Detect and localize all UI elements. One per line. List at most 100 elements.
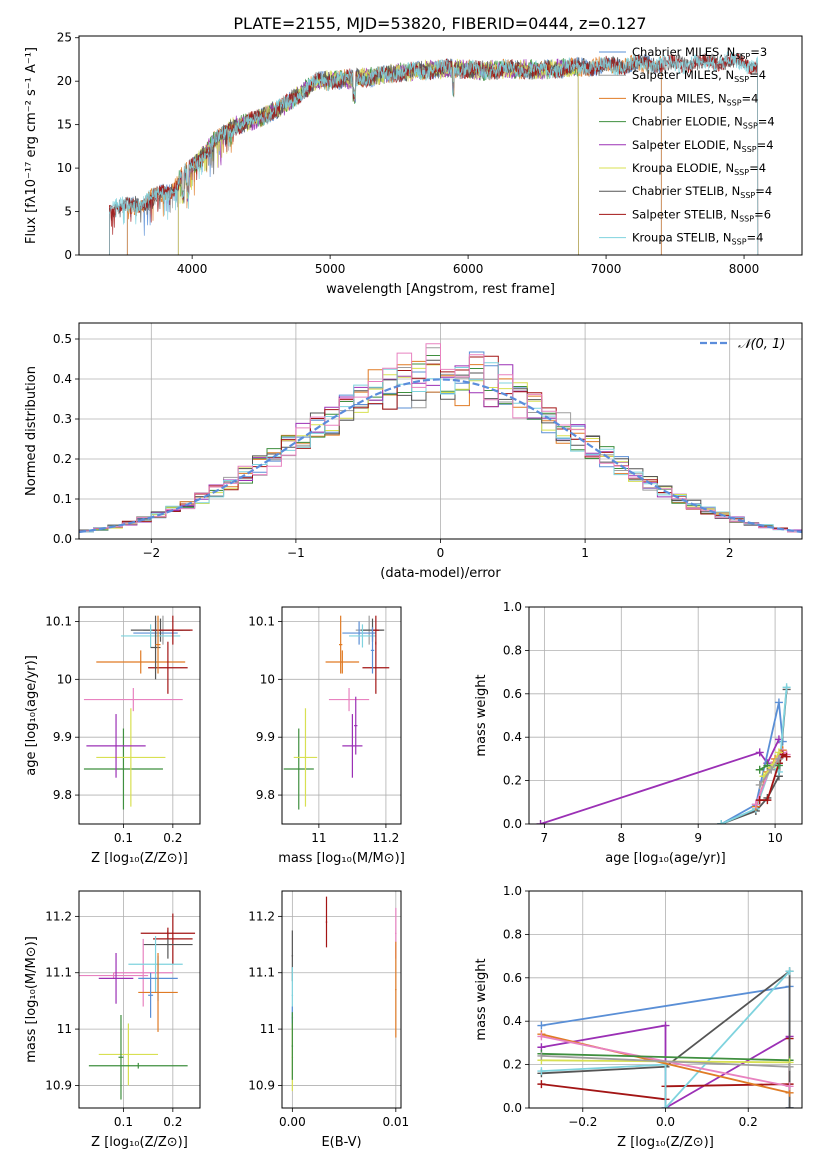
histogram-step: [79, 343, 802, 533]
data-point: [375, 666, 377, 669]
legend-entry: Kroupa STELIB, NSSP=4: [632, 231, 763, 247]
data-point-marker: [755, 780, 764, 789]
data-point: [304, 756, 307, 759]
x-tick-label: 0.2: [739, 1115, 758, 1129]
data-point-marker: [785, 1082, 794, 1091]
data-point: [358, 632, 360, 634]
x-axis-label: E(B-V): [321, 1135, 361, 1150]
y-tick-label: 10.1: [45, 614, 72, 628]
data-point: [291, 994, 294, 997]
axes-frame: [78, 890, 201, 1109]
data-point: [112, 974, 115, 977]
data-point: [154, 646, 157, 649]
y-tick-label: 25: [57, 31, 72, 45]
data-point-marker: [782, 683, 791, 692]
data-point: [149, 635, 152, 637]
x-tick-label: 8000: [729, 262, 760, 276]
y-tick-label: 10.9: [45, 1078, 72, 1092]
chart-mass_vs_EBV: 0.00 0.01 10.9 11 11.1 11.2 E(B-V): [248, 890, 409, 1150]
y-tick-label: 5: [64, 205, 72, 219]
series-line: [541, 970, 791, 1108]
x-tick-label: 8: [617, 831, 625, 845]
x-tick-label: 11: [311, 831, 326, 845]
data-point-marker: [661, 1021, 670, 1030]
x-axis-label: Z [log₁₀(Z/Z⊙)]: [91, 1135, 188, 1150]
y-tick-label: 10: [57, 672, 72, 686]
chart-massweight_vs_Z: −0.2 0.0 0.2 0.0 0.2 0.4 0.6 0.8 1.0 Z [log₁₀(Z/Z…: [474, 884, 803, 1150]
y-tick-label: 11: [260, 1022, 275, 1036]
y-tick-label: 11.1: [45, 966, 72, 980]
y-tick-label: 0.6: [503, 687, 522, 701]
data-point: [339, 643, 342, 646]
data-point-marker: [785, 1062, 794, 1071]
data-point: [172, 629, 174, 631]
x-tick-label: 9: [694, 831, 702, 845]
x-tick-label: −0.2: [568, 1115, 597, 1129]
plot-area: [79, 913, 196, 1100]
data-point: [341, 661, 344, 663]
data-point: [157, 643, 159, 646]
data-point: [325, 921, 328, 923]
chart-age_vs_mass: 11 11.2 9.8 9.9 10 10.1 mass [log₁₀(M/M⊙)]: [248, 606, 405, 866]
data-point-marker: [755, 796, 764, 805]
spectrum-series-line: [177, 58, 579, 255]
legend-entry: Salpeter ELODIE, NSSP=4: [632, 138, 774, 154]
y-tick-label: 11: [57, 1022, 72, 1036]
data-point-marker: [763, 796, 772, 805]
y-tick-label: 0.5: [53, 332, 72, 346]
data-point: [120, 1056, 122, 1059]
y-tick-label: 0.2: [503, 1058, 522, 1072]
data-point: [351, 745, 354, 747]
x-tick-label: 0.0: [656, 1115, 675, 1129]
data-point: [172, 938, 174, 940]
axes-frame: [528, 606, 803, 825]
data-point: [122, 768, 125, 770]
legend-entry: Salpeter MILES, NSSP=4: [632, 68, 766, 84]
y-tick-label: 11.1: [248, 966, 275, 980]
data-point: [132, 698, 135, 701]
data-point-marker: [536, 820, 545, 824]
legend-entry: Chabrier MILES, NSSP=3: [632, 45, 767, 61]
data-point: [371, 649, 374, 652]
chart-residual_distribution: −2 −1 0 1 2 0.0 0.1 0.2 0.3 0.4 0.5 (data-model)/er…: [24, 322, 803, 581]
data-point: [115, 745, 117, 747]
y-axis-label: Normed distribution: [24, 366, 39, 496]
data-point: [127, 1053, 130, 1056]
data-point: [375, 629, 377, 631]
x-tick-label: 0.1: [114, 1115, 133, 1129]
y-axis-label: Flux [fλ10⁻¹⁷ erg cm⁻² s⁻¹ A⁻¹]: [24, 47, 39, 244]
legend-entry: Chabrier ELODIE, NSSP=4: [632, 115, 775, 131]
data-point: [149, 994, 152, 997]
y-tick-label: 0.2: [503, 774, 522, 788]
data-point: [115, 977, 117, 980]
chart-mass_vs_Z: 0.1 0.2 10.9 11 11.1 11.2 Z [log₁₀(Z/Z⊙)] mass …: [24, 890, 201, 1150]
x-axis-label: mass [log₁₀(M/M⊙)]: [278, 851, 405, 866]
spectrum-series-line: [109, 53, 759, 255]
data-point-marker: [767, 765, 776, 774]
data-point: [154, 963, 157, 966]
data-point: [395, 932, 397, 935]
y-tick-label: 0.2: [53, 452, 72, 466]
x-axis-label: Z [log₁₀(Z/Z⊙)]: [91, 851, 188, 866]
figure-title: PLATE=2155, MJD=53820, FIBERID=0444, z=0…: [233, 14, 646, 33]
y-tick-label: 15: [57, 118, 72, 132]
data-point-marker: [537, 1067, 546, 1076]
x-tick-label: 11.2: [373, 831, 400, 845]
data-point: [291, 955, 294, 957]
plot-area: [536, 683, 791, 824]
axes-frame: [78, 606, 201, 825]
plots-layer: 4000 5000 6000 7000 80000510152025wavelength…: [24, 31, 803, 1150]
data-point: [395, 988, 397, 991]
legend-entry: Kroupa ELODIE, NSSP=4: [632, 161, 766, 177]
axes-frame: [528, 890, 803, 1109]
data-point: [348, 698, 350, 701]
x-tick-label: 6000: [453, 262, 484, 276]
spectrum-series-line: [177, 57, 579, 255]
plot-area: [109, 51, 759, 255]
y-tick-label: 1.0: [503, 600, 522, 614]
y-tick-label: 9.9: [53, 730, 72, 744]
y-tick-label: 9.8: [53, 788, 72, 802]
x-tick-label: 7: [541, 831, 549, 845]
y-tick-label: 9.9: [256, 730, 275, 744]
